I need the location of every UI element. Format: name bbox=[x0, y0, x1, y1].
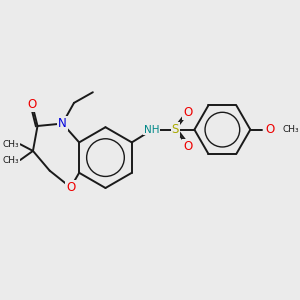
Text: O: O bbox=[183, 140, 193, 153]
Text: O: O bbox=[183, 106, 193, 119]
Text: S: S bbox=[172, 123, 179, 136]
Text: N: N bbox=[58, 117, 67, 130]
Text: CH₃: CH₃ bbox=[3, 155, 20, 164]
Text: NH: NH bbox=[143, 124, 159, 135]
Text: O: O bbox=[27, 98, 37, 111]
Text: O: O bbox=[66, 181, 75, 194]
Text: CH₃: CH₃ bbox=[283, 125, 299, 134]
Text: O: O bbox=[265, 123, 274, 136]
Text: CH₃: CH₃ bbox=[3, 140, 20, 149]
